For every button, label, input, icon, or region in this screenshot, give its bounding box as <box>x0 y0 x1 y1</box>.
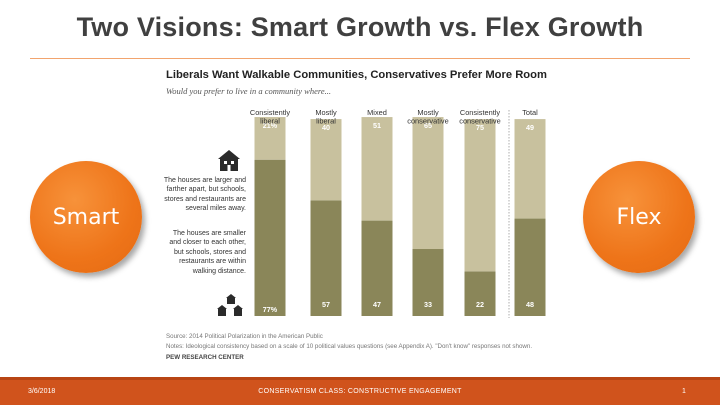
legend-larger-houses: The houses are larger and farther apart,… <box>163 177 246 213</box>
large-house-icon <box>218 150 240 171</box>
chart-notes: Notes: Ideological consistency based on … <box>166 343 533 350</box>
bar-walkable-5 <box>514 218 546 316</box>
chart-credit: PEW RESEARCH CENTER <box>166 354 244 361</box>
small-houses-icon <box>217 294 243 316</box>
bar-walkable-3 <box>412 249 444 316</box>
category-label-4-0: Consistently <box>460 108 501 117</box>
footer-date: 3/6/2018 <box>28 388 56 395</box>
category-label-3-1: conservative <box>407 117 449 126</box>
category-label-0-1: liberal <box>260 117 280 126</box>
chart-title: Liberals Want Walkable Communities, Cons… <box>166 69 547 81</box>
chart-source: Source: 2014 Political Polarization in t… <box>166 333 323 340</box>
label-walkable-5: 48 <box>526 300 534 309</box>
bar-walkable-0 <box>254 159 286 316</box>
legend-smaller-houses: The houses are smaller and closer to eac… <box>169 230 246 275</box>
label-walkable-1: 57 <box>322 300 330 309</box>
chart-subtitle: Would you prefer to live in a community … <box>166 86 332 96</box>
label-walkable-2: 47 <box>373 300 381 309</box>
bar-larger-4 <box>464 119 496 272</box>
label-walkable-0: 77% <box>263 305 278 314</box>
label-larger-2: 51 <box>373 121 381 130</box>
bar-larger-0 <box>254 117 286 160</box>
title-divider <box>30 58 690 59</box>
footer-page-number: 1 <box>682 388 686 395</box>
footer-title: CONSERVATISM CLASS: CONSTRUCTIVE ENGAGEM… <box>258 388 462 395</box>
category-label-2-0: Mixed <box>367 108 387 117</box>
label-larger-4: 75 <box>476 123 484 132</box>
label-larger-5: 49 <box>526 123 534 132</box>
label-larger-0: 21% <box>263 121 278 130</box>
bar-larger-2 <box>361 117 393 221</box>
bar-larger-1 <box>310 119 342 201</box>
bar-larger-3 <box>412 117 444 250</box>
smart-circle-label: Smart <box>52 204 120 230</box>
category-label-5-0: Total <box>522 108 538 117</box>
label-larger-3: 65 <box>424 121 432 130</box>
label-larger-1: 40 <box>322 123 330 132</box>
category-label-4-1: conservative <box>459 117 501 126</box>
label-walkable-3: 33 <box>424 300 432 309</box>
bar-walkable-1 <box>310 200 342 316</box>
footer-bar <box>0 377 720 405</box>
flex-circle-label: Flex <box>616 204 662 230</box>
slide-title: Two Visions: Smart Growth vs. Flex Growt… <box>76 12 644 42</box>
label-walkable-4: 22 <box>476 300 484 309</box>
bar-walkable-4 <box>464 271 496 316</box>
category-label-0-0: Consistently <box>250 108 291 117</box>
category-label-1-0: Mostly <box>315 108 337 117</box>
bar-larger-5 <box>514 119 546 219</box>
bar-walkable-2 <box>361 220 393 316</box>
stacked-bar-chart: 77%21%Consistentlyliberal5740Mostlyliber… <box>250 108 546 318</box>
category-label-3-0: Mostly <box>417 108 439 117</box>
smart-circle: Smart <box>30 161 142 273</box>
flex-circle: Flex <box>583 161 695 273</box>
category-label-1-1: liberal <box>316 117 336 126</box>
